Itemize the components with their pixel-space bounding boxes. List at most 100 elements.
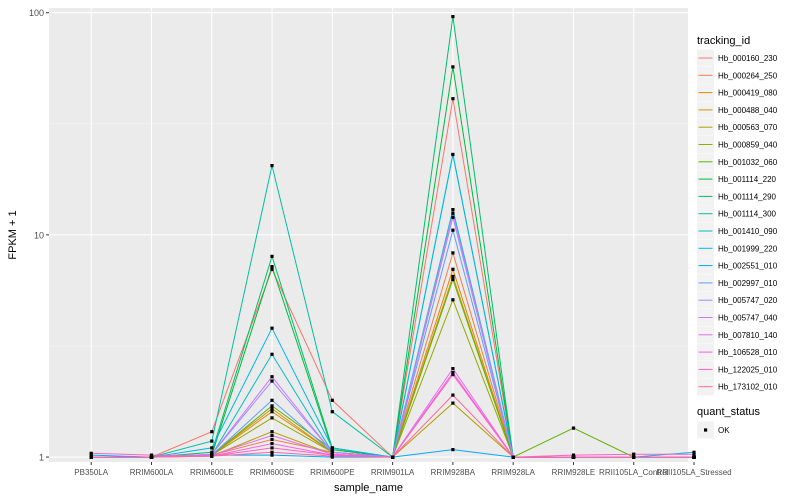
x-tick-label: RRIM928LE xyxy=(552,468,596,477)
legend-item: Hb_000563_070 xyxy=(697,118,778,136)
legend-label: Hb_005747_020 xyxy=(718,296,778,305)
legend-label: Hb_000419_080 xyxy=(718,89,778,98)
legend-label: Hb_000488_040 xyxy=(718,106,778,115)
data-point xyxy=(330,398,334,402)
data-point xyxy=(692,455,696,459)
legend-item: Hb_002551_010 xyxy=(697,257,778,275)
data-point xyxy=(692,450,696,454)
legend-label: Hb_001114_290 xyxy=(718,192,777,201)
data-point xyxy=(210,430,214,434)
data-point xyxy=(270,375,274,379)
legend-item: Hb_173102_010 xyxy=(697,378,778,396)
data-point xyxy=(451,448,455,452)
data-point xyxy=(270,352,274,356)
legend-item: Hb_001114_300 xyxy=(697,205,777,223)
data-point xyxy=(330,448,334,452)
legend-status-label: OK xyxy=(718,426,730,435)
legend-label: Hb_001999_220 xyxy=(718,244,778,253)
x-axis: PB350LA RRIM600LA RRIM600LE RRIM600SE RRIM60… xyxy=(74,462,732,477)
legend-item: Hb_000160_230 xyxy=(697,49,778,67)
data-point xyxy=(451,97,455,101)
data-point xyxy=(451,274,455,278)
x-tick-label: RRIM928BA xyxy=(431,468,476,477)
y-tick-label: 1 xyxy=(39,453,44,463)
major-gridlines xyxy=(49,8,695,462)
legend-label: Hb_000859_040 xyxy=(718,141,778,150)
y-tick-label: 10 xyxy=(34,230,44,240)
data-point xyxy=(270,164,274,168)
data-point xyxy=(451,215,455,219)
data-point xyxy=(149,453,154,457)
data-point xyxy=(270,430,274,434)
legend-key-point xyxy=(704,428,708,432)
legend-item: Hb_000488_040 xyxy=(697,101,778,119)
data-point xyxy=(692,452,696,456)
data-point xyxy=(511,455,515,459)
x-tick-label: RRII105LA_Control xyxy=(599,468,669,477)
data-point xyxy=(270,267,274,271)
y-tick-label: 100 xyxy=(29,8,44,18)
data-point xyxy=(451,367,455,371)
data-point xyxy=(270,404,274,408)
legend-label: Hb_173102_010 xyxy=(718,383,778,392)
legend-label: Hb_005747_040 xyxy=(718,314,778,323)
minor-gridlines xyxy=(49,123,688,347)
data-point xyxy=(270,265,274,269)
legend-label: Hb_001410_090 xyxy=(718,227,778,236)
data-point xyxy=(330,454,334,458)
data-point xyxy=(451,228,455,232)
series-points xyxy=(89,15,696,459)
data-point xyxy=(451,298,455,302)
legend-item: Hb_000264_250 xyxy=(697,66,778,84)
data-point xyxy=(451,401,455,405)
data-point xyxy=(89,455,93,459)
data-point xyxy=(270,326,274,330)
legend-item: Hb_001114_290 xyxy=(697,187,777,205)
data-point xyxy=(451,211,455,215)
legend-item: Hb_005747_040 xyxy=(697,309,778,326)
data-point xyxy=(270,416,274,420)
x-tick-label: RRII105LA_Stressed xyxy=(656,468,731,477)
data-point xyxy=(210,439,214,443)
data-point xyxy=(270,433,274,438)
data-point xyxy=(270,453,274,457)
legend-label: Hb_001114_300 xyxy=(718,210,777,219)
data-point xyxy=(270,410,274,414)
data-point xyxy=(632,452,636,456)
data-point xyxy=(571,453,576,457)
data-point xyxy=(330,410,334,414)
legend-label: Hb_106528_010 xyxy=(718,348,778,357)
legend-items: Hb_000160_230 Hb_000264_250 Hb_000419_080 H… xyxy=(697,49,778,396)
data-point xyxy=(270,254,274,258)
data-point xyxy=(451,152,455,157)
x-tick-label: RRIM901LA xyxy=(371,468,415,477)
data-point xyxy=(270,407,274,411)
data-point xyxy=(451,373,455,377)
data-point xyxy=(149,455,154,459)
legend-label: Hb_122025_010 xyxy=(718,365,778,374)
data-point xyxy=(270,379,274,383)
data-point xyxy=(270,450,274,454)
legend-label: Hb_001032_060 xyxy=(718,158,778,167)
data-point xyxy=(330,446,334,450)
x-tick-label: PB350LA xyxy=(74,468,108,477)
data-point xyxy=(451,371,455,375)
data-point xyxy=(451,267,455,271)
legend-item: Hb_001410_090 xyxy=(697,222,778,240)
legend-label: Hb_000160_230 xyxy=(718,54,778,63)
x-tick-label: RRIM600LA xyxy=(130,468,174,477)
legend-label: Hb_002551_010 xyxy=(718,262,778,271)
data-point xyxy=(451,277,455,282)
data-point xyxy=(391,455,395,459)
x-tick-label: RRIM928LA xyxy=(491,468,535,477)
legend-item: Hb_122025_010 xyxy=(697,360,778,378)
x-tick-label: RRIM600LE xyxy=(190,468,234,477)
x-tick-label: RRIM600SE xyxy=(250,468,294,477)
x-axis-label: sample_name xyxy=(334,482,403,494)
legend-item: Hb_005747_020 xyxy=(697,291,778,309)
data-point xyxy=(330,450,334,454)
legend-status-item: OK xyxy=(697,421,730,439)
data-point xyxy=(210,454,214,458)
legend-item: Hb_106528_010 xyxy=(697,343,778,361)
